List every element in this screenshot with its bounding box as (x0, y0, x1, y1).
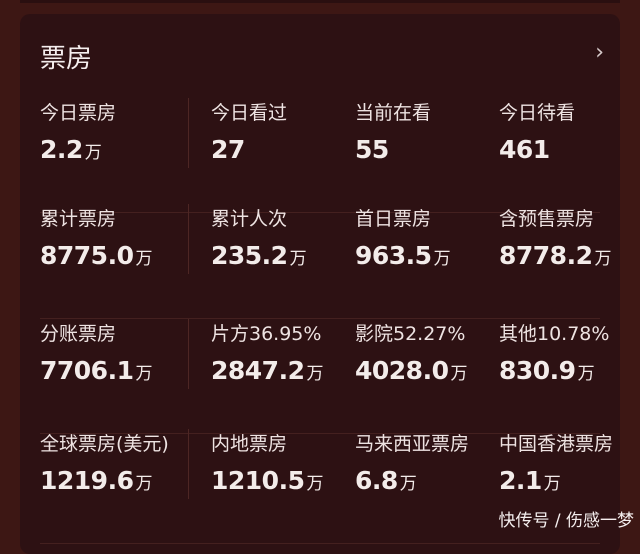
stats-row: 分账票房 7706.1 万片方36.95% 2847.2 万影院52.27% 4028.0… (40, 319, 609, 434)
stat-unit: 万 (543, 474, 561, 494)
column-divider (188, 319, 189, 389)
stat-label: 其他10.78% (499, 323, 610, 345)
stat-number: 2.1 (499, 466, 542, 495)
stat-number: 830.9 (499, 356, 576, 385)
watermark: 快传号 / 伤感一梦 (498, 511, 634, 531)
stat-value: 2847.2 万 (211, 356, 323, 385)
stat-unit: 万 (399, 474, 417, 494)
stat-value: 1210.5 万 (211, 466, 323, 495)
stat-cell: 全球票房(美元) 1219.6 万 (40, 429, 169, 495)
stat-number: 1219.6 (40, 466, 134, 495)
stat-number: 2847.2 (211, 356, 305, 385)
stat-unit: 万 (135, 249, 152, 269)
stat-number: 2.2 (40, 135, 83, 164)
stat-unit: 万 (306, 364, 323, 384)
stat-cell: 含预售票房 8778.2 万 (499, 204, 611, 270)
stat-label: 中国香港票房 (499, 433, 614, 455)
stat-cell: 分账票房 7706.1 万 (40, 319, 152, 385)
stat-cell: 内地票房 1210.5 万 (211, 429, 323, 495)
stat-cell: 其他10.78% 830.9 万 (499, 319, 609, 385)
stat-number: 55 (355, 135, 389, 164)
stat-label: 分账票房 (40, 323, 117, 345)
stat-label: 马来西亚票房 (355, 433, 470, 455)
stat-number: 7706.1 (40, 356, 134, 385)
stat-label: 累计票房 (40, 208, 117, 230)
stat-unit: 万 (577, 364, 595, 384)
stat-number: 461 (499, 135, 550, 164)
stat-cell: 今日票房 2.2 万 (40, 98, 116, 164)
stat-number: 1210.5 (211, 466, 305, 495)
stat-value: 2.2 万 (40, 135, 116, 164)
stat-cell: 累计人次 235.2 万 (211, 204, 307, 270)
stat-value: 4028.0 万 (355, 356, 467, 385)
stat-value: 963.5 万 (355, 241, 451, 270)
column-divider (188, 98, 189, 168)
stat-number: 27 (211, 135, 245, 164)
stat-number: 6.8 (355, 466, 398, 495)
stat-label: 影院52.27% (355, 323, 466, 345)
stats-row: 全球票房(美元) 1219.6 万内地票房 1210.5 万马来西亚票房 6.8 万中国香港… (40, 429, 613, 544)
stat-value: 27 (211, 135, 287, 164)
stat-number: 8778.2 (499, 241, 593, 270)
stat-cell: 首日票房 963.5 万 (355, 204, 451, 270)
stat-unit: 万 (306, 474, 323, 494)
stat-value: 461 (499, 135, 575, 164)
stat-cell: 片方36.95% 2847.2 万 (211, 319, 323, 385)
box-office-card: 票房 › 今日票房 2.2 万今日看过 27 当前在看 55 今日待看 461 累计票房 8775… (20, 14, 620, 554)
stat-number: 963.5 (355, 241, 432, 270)
stat-unit: 万 (289, 249, 307, 269)
stat-cell: 马来西亚票房 6.8 万 (355, 429, 469, 495)
stat-label: 今日待看 (499, 102, 576, 124)
stat-label: 当前在看 (355, 102, 432, 124)
stats-row: 累计票房 8775.0 万累计人次 235.2 万首日票房 963.5 万含预售票房 8778… (40, 204, 611, 319)
stat-number: 8775.0 (40, 241, 134, 270)
stat-unit: 万 (450, 364, 467, 384)
top-strip (20, 0, 620, 3)
stat-value: 8775.0 万 (40, 241, 152, 270)
stat-label: 内地票房 (211, 433, 288, 455)
stat-unit: 万 (433, 249, 451, 269)
stat-unit: 万 (594, 249, 611, 269)
stat-value: 1219.6 万 (40, 466, 169, 495)
stat-label: 全球票房(美元) (40, 433, 169, 455)
stat-cell: 当前在看 55 (355, 98, 431, 164)
column-divider (188, 429, 189, 499)
stats-row: 今日票房 2.2 万 今日看过 27 当前在看 55 今日待看 461 (40, 98, 600, 213)
stat-cell: 中国香港票房 2.1 万 (499, 429, 613, 495)
stat-label: 今日看过 (211, 102, 288, 124)
stat-unit: 万 (135, 474, 152, 494)
stat-value: 8778.2 万 (499, 241, 611, 270)
column-divider (188, 204, 189, 274)
stat-value: 235.2 万 (211, 241, 307, 270)
stat-label: 首日票房 (355, 208, 432, 230)
stat-cell: 今日待看 461 (499, 98, 575, 164)
stat-unit: 万 (135, 364, 152, 384)
stat-cell: 今日看过 27 (211, 98, 287, 164)
stat-label: 含预售票房 (499, 208, 595, 230)
stat-label: 累计人次 (211, 208, 288, 230)
stat-number: 235.2 (211, 241, 288, 270)
stat-value: 830.9 万 (499, 356, 609, 385)
stat-number: 4028.0 (355, 356, 449, 385)
stat-value: 7706.1 万 (40, 356, 152, 385)
stat-value: 55 (355, 135, 431, 164)
stat-value: 6.8 万 (355, 466, 469, 495)
chevron-right-icon[interactable]: › (595, 40, 604, 65)
stat-cell: 累计票房 8775.0 万 (40, 204, 152, 270)
stat-label: 今日票房 (40, 102, 117, 124)
stat-cell: 影院52.27% 4028.0 万 (355, 319, 467, 385)
stat-unit: 万 (84, 143, 102, 163)
stat-label: 片方36.95% (211, 323, 322, 345)
stat-value: 2.1 万 (499, 466, 613, 495)
card-title: 票房 (40, 44, 93, 74)
